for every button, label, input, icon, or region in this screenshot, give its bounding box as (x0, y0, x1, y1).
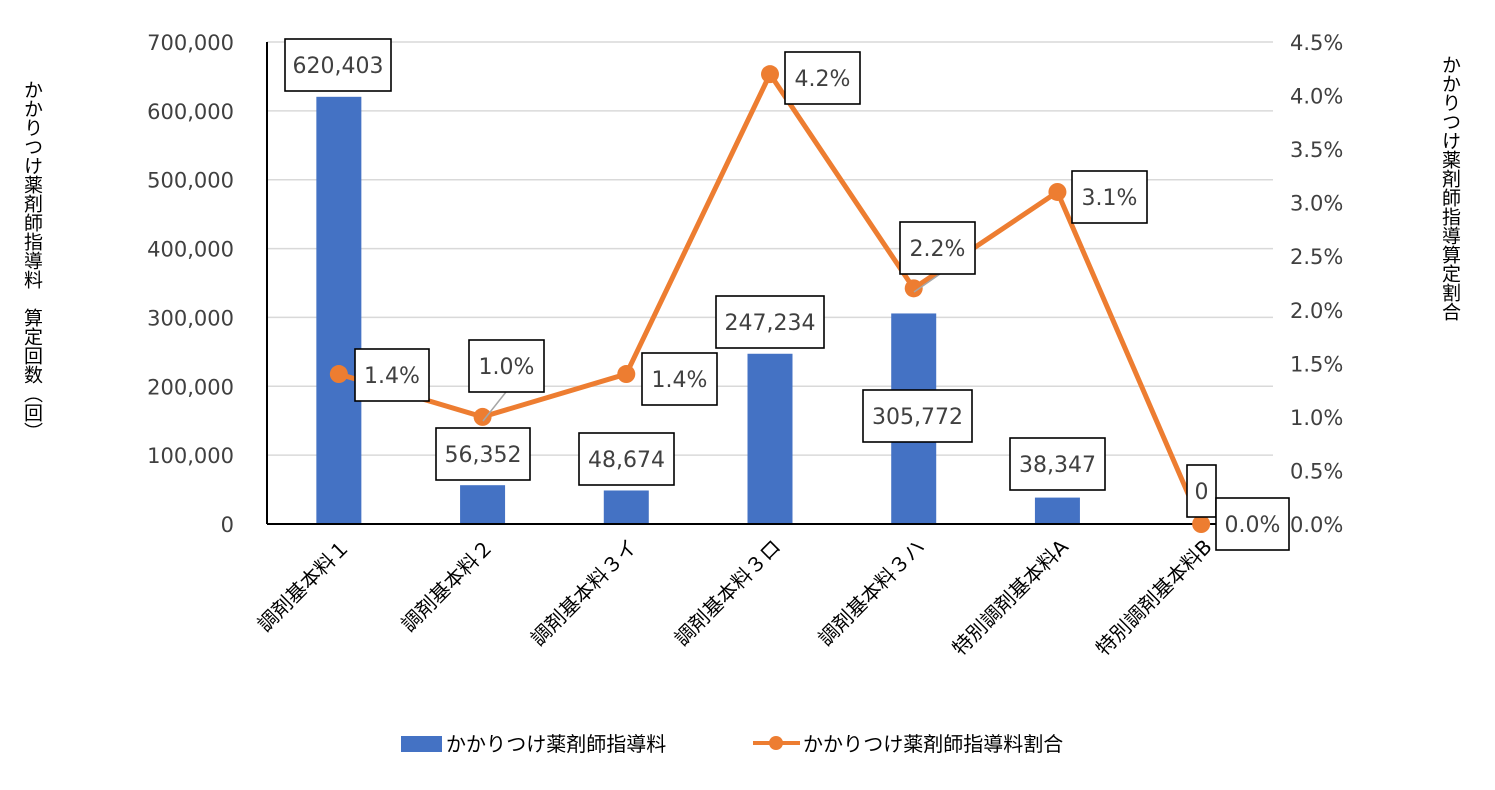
right-tick-label: 4.5% (1290, 31, 1343, 55)
right-axis-title: かかりつけ薬剤師指導算定割合 (1439, 55, 1461, 321)
label-text: 4.2% (795, 67, 851, 92)
label-box (354, 348, 430, 402)
bar-data-label: 48,674 (578, 432, 675, 486)
line-marker (761, 65, 779, 84)
category-labels: 調剤基本料１ 調剤基本料２ 調剤基本料３イ 調剤基本料３ロ 調剤基本料３ハ 特別調剤基本料… (253, 534, 1217, 660)
left-tick-label: 300,000 (147, 306, 234, 330)
bar-data-label: 56,352 (435, 427, 531, 481)
bar-series (316, 96, 1080, 524)
label-text: 48,674 (588, 448, 665, 473)
line-data-label: 1.4% (354, 348, 430, 402)
right-tick-label: 1.0% (1290, 406, 1343, 430)
left-tick-label: 600,000 (147, 100, 234, 124)
category-label: 調剤基本料３イ (526, 535, 642, 651)
right-tick-label: 3.0% (1290, 192, 1343, 216)
right-tick-label: 2.5% (1290, 245, 1343, 269)
label-box (862, 389, 973, 443)
left-tick-label: 700,000 (147, 31, 234, 55)
left-tick-label: 0 (221, 513, 234, 537)
label-box (715, 295, 825, 349)
label-text: 38,347 (1019, 453, 1096, 478)
line-marker (329, 365, 348, 384)
label-box (784, 51, 861, 105)
bar-data-label: 38,347 (1009, 437, 1106, 491)
left-axis-ticks: 0 100,000 200,000 300,000 400,000 500,000 600,… (147, 31, 234, 537)
line-marker (904, 279, 923, 298)
line-data-label: 1.0% (468, 339, 545, 422)
bar-data-label: 0 (1186, 464, 1217, 518)
line-data-label: 3.1% (1071, 170, 1148, 224)
left-tick-label: 200,000 (147, 375, 234, 399)
right-axis-ticks: 0.0% 0.5% 1.0% 1.5% 2.0% 2.5% 3.0% 3.5% 4.0% 4.5% (1290, 31, 1343, 537)
data-labels: 620,403 56,352 48,674 247,234 305,772 38,347 0… (284, 38, 1290, 551)
right-tick-label: 4.0% (1290, 85, 1343, 109)
label-text: 56,352 (445, 443, 522, 468)
leader-line (482, 391, 507, 422)
label-text: 3.1% (1082, 186, 1138, 211)
label-text: 1.4% (652, 368, 708, 393)
line-marker (617, 365, 636, 384)
right-tick-label: 3.5% (1290, 138, 1343, 162)
category-label: 調剤基本料１ (253, 535, 355, 637)
bar (1034, 497, 1080, 524)
bar (603, 490, 649, 524)
right-tick-label: 1.5% (1290, 352, 1343, 376)
label-text: 0.0% (1225, 513, 1281, 538)
label-text: 1.4% (364, 364, 420, 389)
label-text: 247,234 (725, 311, 816, 336)
bar-data-label: 305,772 (862, 389, 973, 443)
right-tick-label: 0.5% (1290, 459, 1343, 483)
left-tick-label: 100,000 (147, 444, 234, 468)
label-text: 0 (1195, 480, 1209, 505)
left-axis-title: かかりつけ薬剤師指導料 算定回数（回） (21, 80, 43, 441)
line-marker (1192, 515, 1211, 533)
label-box (1186, 464, 1217, 518)
category-label: 調剤基本料３ロ (670, 535, 786, 651)
legend-line-marker (769, 736, 783, 750)
bar (460, 485, 506, 524)
label-text: 305,772 (872, 405, 963, 430)
leader-line (913, 273, 941, 293)
line-marker (473, 407, 492, 426)
line-series (329, 65, 1211, 533)
label-box (1071, 170, 1148, 224)
category-label: 特別調剤基本料A (947, 534, 1073, 660)
category-label: 調剤基本料２ (396, 535, 498, 637)
legend-bar-swatch (401, 736, 442, 752)
label-box (1215, 497, 1290, 551)
label-text: 1.0% (479, 355, 535, 380)
right-tick-label: 2.0% (1290, 299, 1343, 323)
category-label: 調剤基本料３ハ (813, 535, 929, 651)
label-box (578, 432, 675, 486)
label-box (899, 221, 976, 275)
line-data-label: 4.2% (784, 51, 861, 105)
bar-data-label: 247,234 (715, 295, 825, 349)
line-data-label: 0.0% (1215, 497, 1290, 551)
axes (266, 42, 1273, 525)
label-text: 620,403 (293, 54, 384, 79)
bar-data-label: 620,403 (284, 38, 392, 92)
left-tick-label: 400,000 (147, 238, 234, 262)
label-box (284, 38, 392, 92)
line-data-label: 1.4% (641, 352, 718, 406)
category-label: 特別調剤基本料B (1091, 535, 1217, 661)
label-box (1009, 437, 1106, 491)
label-box (468, 339, 545, 393)
legend-line-label: かかりつけ薬剤師指導料割合 (803, 732, 1063, 756)
label-text: 2.2% (910, 237, 966, 262)
line-data-label: 2.2% (899, 221, 976, 293)
bar (747, 353, 793, 524)
left-tick-label: 500,000 (147, 169, 234, 193)
legend: かかりつけ薬剤師指導料 かかりつけ薬剤師指導料割合 (401, 732, 1063, 756)
line-marker (1048, 182, 1067, 201)
bar (316, 96, 362, 524)
label-box (641, 352, 718, 406)
right-tick-label: 0.0% (1290, 513, 1343, 537)
label-box (435, 427, 531, 481)
legend-bar-label: かかりつけ薬剤師指導料 (446, 732, 666, 756)
